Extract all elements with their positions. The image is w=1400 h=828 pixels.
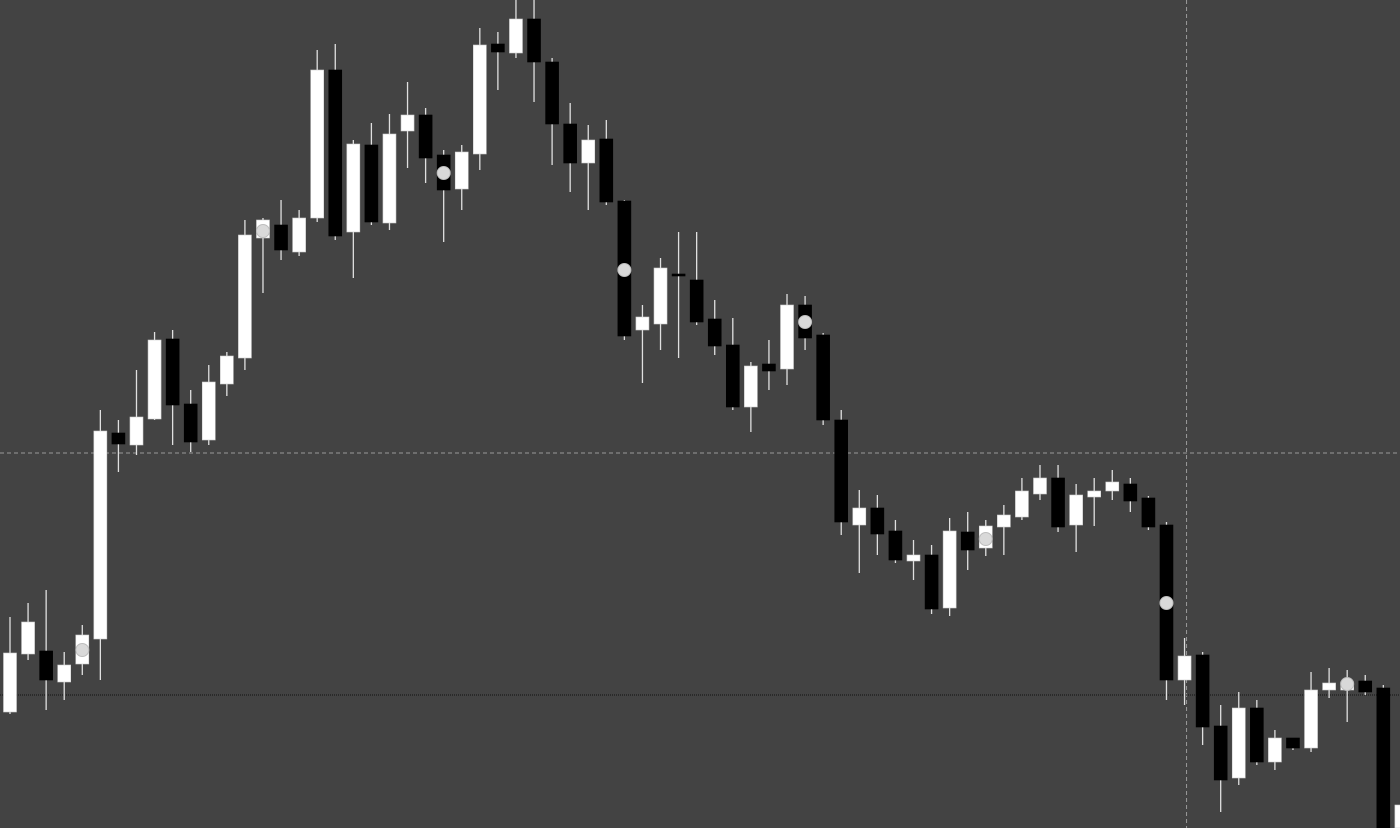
candle-body-up: [201, 381, 216, 441]
candle-body-up: [454, 151, 469, 190]
candle-body-up: [238, 234, 252, 359]
candle-body-up: [147, 339, 162, 420]
candle-body-up: [780, 304, 794, 370]
candle-body-down: [1195, 654, 1210, 728]
candle-body-down: [1213, 725, 1228, 781]
candle-body-down: [328, 69, 343, 237]
candle-body-up: [292, 217, 306, 253]
candle-body-up: [473, 44, 487, 155]
candle-body-up: [635, 316, 650, 331]
candle-body-up: [1105, 481, 1120, 492]
candle-body-up: [509, 18, 523, 54]
candle-body-down: [183, 403, 198, 443]
candle-body-up: [1087, 490, 1101, 498]
candle-body-up: [744, 365, 758, 408]
candle-body-down: [364, 144, 379, 223]
signal-marker: [617, 263, 632, 277]
candle-body-down: [762, 363, 776, 372]
candle-body-down: [563, 123, 577, 164]
candle-body-down: [165, 338, 180, 406]
candle-body-down: [1250, 707, 1264, 763]
candle-body-up: [653, 267, 668, 325]
candle-body-down: [111, 432, 126, 445]
candle-body-down: [924, 554, 939, 610]
candle-body-down: [1376, 687, 1391, 828]
candle-body-down: [671, 273, 686, 277]
candle-body-down: [1051, 477, 1065, 528]
candle-body-down: [1141, 497, 1156, 528]
candle-body-up: [21, 621, 35, 655]
candle-body-down: [527, 18, 541, 63]
candle-body-up: [997, 514, 1011, 528]
candle-body-up: [581, 139, 596, 164]
candle-body-down: [1123, 483, 1138, 502]
candle-body-up: [942, 530, 957, 609]
signal-marker: [978, 532, 993, 546]
candle-body-down: [816, 334, 830, 421]
candle-body-up: [93, 430, 108, 640]
candle-body-up: [906, 554, 921, 562]
candle-body-up: [346, 143, 361, 233]
signal-marker: [798, 315, 813, 329]
candle-body-down: [834, 419, 849, 523]
signal-marker: [255, 224, 270, 238]
candle-body-down: [1358, 680, 1373, 693]
candle-body-up: [1015, 490, 1029, 518]
candle-body-up: [1033, 477, 1047, 495]
signal-marker: [1159, 596, 1174, 610]
candle-body-down: [707, 318, 722, 347]
candle-body-up: [310, 69, 324, 219]
candle-body-up: [220, 355, 234, 385]
signal-marker: [436, 166, 451, 180]
candle-body-down: [418, 114, 433, 159]
candle-body-down: [1286, 737, 1300, 749]
candle-body-up: [1304, 689, 1318, 749]
candle-body-up: [1394, 804, 1400, 828]
candle-body-down: [39, 650, 53, 681]
candle-body-down: [888, 530, 903, 561]
candle-body-up: [1268, 737, 1282, 763]
candle-body-up: [1177, 655, 1192, 681]
candle-body-up: [382, 133, 397, 224]
candle-body-down: [545, 61, 559, 125]
candle-body-up: [129, 416, 144, 446]
signal-marker: [75, 643, 90, 657]
candle-body-up: [57, 664, 72, 683]
candle-body-up: [852, 507, 867, 526]
candle-body-up: [1322, 682, 1336, 691]
candle-body-down: [725, 344, 740, 408]
candle-body-down: [689, 279, 704, 323]
candle-body-down: [960, 531, 975, 551]
candle-body-up: [1069, 494, 1083, 526]
candle-body-up: [1231, 707, 1246, 779]
candle-body-up: [400, 114, 415, 132]
signal-marker: [1340, 677, 1355, 691]
candle-body-up: [3, 652, 17, 713]
candle-body-down: [599, 138, 614, 203]
candle-body-down: [274, 224, 288, 251]
candle-body-down: [870, 507, 885, 535]
candle-body-down: [491, 43, 505, 53]
